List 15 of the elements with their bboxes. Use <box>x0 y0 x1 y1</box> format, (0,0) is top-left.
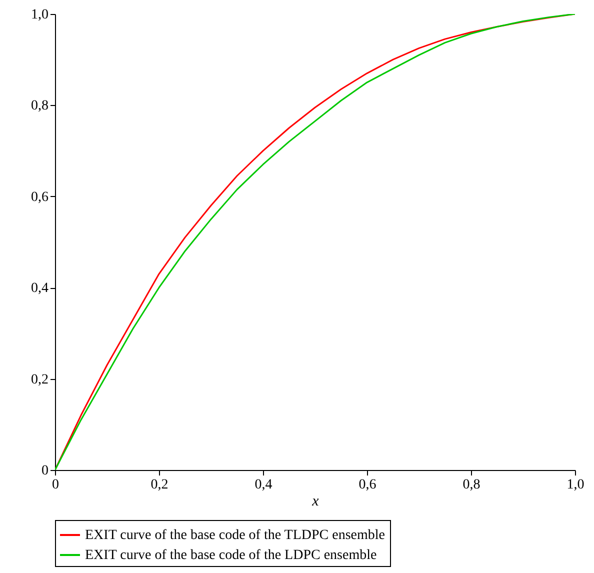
legend-label: EXIT curve of the base code of the LDPC ensemble <box>85 548 377 563</box>
y-tick-label: 1,0 <box>31 8 48 22</box>
x-axis-title: x <box>311 494 320 510</box>
x-tick-label: 0,4 <box>254 478 272 492</box>
y-tick-label: 0,8 <box>31 98 48 114</box>
x-tick-label: 0,2 <box>150 478 168 492</box>
y-tick-label: 0 <box>42 464 48 478</box>
x-tick-label: 0,8 <box>462 478 480 492</box>
y-tick-label: 0,2 <box>31 372 48 388</box>
x-tick-label: 1,0 <box>566 478 584 492</box>
x-tick-label: 0,6 <box>358 478 376 492</box>
y-tick-label: 0,4 <box>31 281 48 296</box>
y-tick-label: 0,6 <box>31 190 48 205</box>
legend-label: EXIT curve of the base code of the TLDPC ensemble <box>85 528 386 543</box>
x-tick-label: 0 <box>52 478 59 492</box>
